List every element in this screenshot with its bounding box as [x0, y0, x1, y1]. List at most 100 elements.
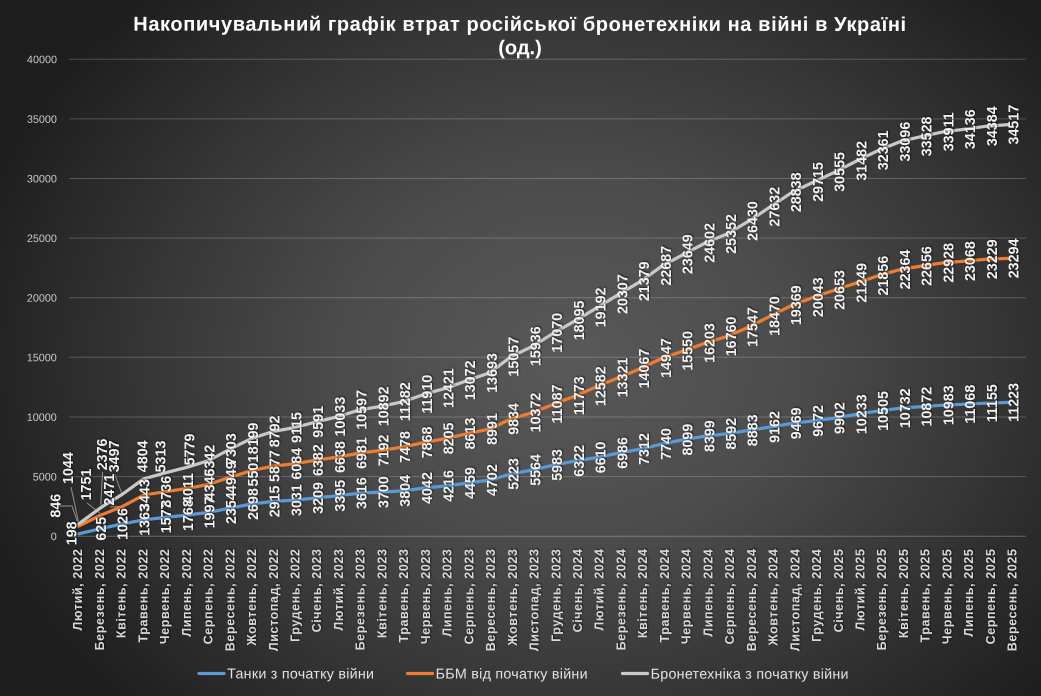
- svg-text:35000: 35000: [27, 114, 57, 126]
- svg-text:3031: 3031: [289, 484, 305, 516]
- svg-text:3700: 3700: [376, 476, 392, 508]
- svg-text:Червень, 2023: Червень, 2023: [419, 549, 433, 645]
- svg-text:30000: 30000: [27, 173, 57, 185]
- svg-text:6084: 6084: [289, 448, 305, 480]
- svg-text:9469: 9469: [789, 407, 805, 439]
- svg-text:20043: 20043: [811, 277, 827, 317]
- svg-text:3804: 3804: [398, 475, 414, 507]
- svg-text:Травень, 2025: Травень, 2025: [919, 549, 933, 643]
- svg-text:33528: 33528: [920, 116, 936, 156]
- svg-text:4011: 4011: [181, 473, 197, 504]
- svg-text:4804: 4804: [136, 440, 152, 472]
- svg-text:Липень, 2025: Липень, 2025: [962, 549, 976, 637]
- svg-text:Червень, 2022: Червень, 2022: [158, 549, 172, 645]
- svg-text:9902: 9902: [833, 402, 849, 434]
- svg-text:16203: 16203: [702, 323, 718, 363]
- svg-text:Серпень, 2025: Серпень, 2025: [984, 549, 998, 645]
- svg-text:3736: 3736: [159, 476, 175, 508]
- svg-text:33096: 33096: [898, 122, 914, 162]
- svg-text:18095: 18095: [572, 300, 588, 340]
- svg-text:Травень, 2022: Травень, 2022: [136, 549, 150, 643]
- svg-text:Жовтень, 2023: Жовтень, 2023: [506, 549, 520, 647]
- svg-text:846: 846: [48, 494, 64, 518]
- svg-text:13693: 13693: [485, 353, 501, 393]
- svg-text:Жовтень, 2024: Жовтень, 2024: [767, 549, 781, 647]
- svg-text:23068: 23068: [963, 241, 979, 281]
- svg-text:Вересень, 2023: Вересень, 2023: [484, 549, 498, 652]
- svg-text:18470: 18470: [768, 296, 784, 336]
- svg-text:19192: 19192: [594, 287, 610, 327]
- svg-text:6638: 6638: [333, 441, 349, 473]
- svg-text:8883: 8883: [746, 414, 762, 446]
- svg-text:6986: 6986: [615, 437, 631, 469]
- svg-text:Лютий, 2025: Лютий, 2025: [854, 549, 868, 631]
- svg-text:7303: 7303: [224, 433, 240, 465]
- svg-text:34136: 34136: [963, 109, 979, 149]
- svg-text:20000: 20000: [27, 293, 57, 305]
- svg-text:25000: 25000: [27, 233, 57, 245]
- svg-text:5564: 5564: [528, 454, 544, 486]
- svg-text:11773: 11773: [572, 376, 588, 415]
- svg-text:2698: 2698: [246, 488, 262, 520]
- svg-text:(од.): (од.): [498, 37, 542, 59]
- svg-text:Танки з початку війни: Танки з початку війни: [227, 666, 374, 682]
- svg-text:625: 625: [94, 517, 110, 541]
- svg-text:25352: 25352: [724, 214, 740, 254]
- svg-text:30555: 30555: [833, 152, 849, 192]
- svg-text:8991: 8991: [485, 413, 501, 445]
- svg-text:10983: 10983: [941, 385, 957, 425]
- svg-text:12421: 12421: [442, 368, 458, 408]
- svg-text:1577: 1577: [159, 501, 175, 533]
- svg-text:8613: 8613: [463, 418, 479, 450]
- svg-text:26430: 26430: [746, 201, 762, 241]
- svg-text:Грудень, 2022: Грудень, 2022: [289, 549, 303, 642]
- svg-text:21379: 21379: [637, 261, 653, 301]
- svg-text:10372: 10372: [528, 393, 544, 433]
- svg-text:Лютий, 2022: Лютий, 2022: [71, 549, 85, 631]
- svg-text:Червень, 2024: Червень, 2024: [680, 549, 694, 645]
- svg-text:15936: 15936: [528, 326, 544, 366]
- svg-text:10872: 10872: [920, 387, 936, 427]
- svg-text:11282: 11282: [398, 382, 414, 421]
- svg-text:14067: 14067: [637, 349, 653, 389]
- svg-text:10892: 10892: [376, 386, 392, 426]
- svg-text:0: 0: [51, 531, 57, 543]
- svg-text:5000: 5000: [33, 472, 57, 484]
- svg-text:17070: 17070: [550, 313, 566, 353]
- svg-text:9672: 9672: [811, 405, 827, 437]
- svg-text:Травень, 2024: Травень, 2024: [658, 549, 672, 643]
- svg-text:6382: 6382: [311, 444, 327, 476]
- svg-text:8199: 8199: [246, 422, 262, 454]
- svg-text:6322: 6322: [572, 445, 588, 477]
- svg-text:10033: 10033: [333, 397, 349, 437]
- svg-text:10233: 10233: [854, 394, 870, 434]
- svg-text:Вересень, 2024: Вересень, 2024: [745, 549, 759, 652]
- svg-text:1997: 1997: [203, 496, 219, 528]
- svg-text:Квітень, 2023: Квітень, 2023: [375, 549, 389, 639]
- svg-text:Лютий, 2024: Лютий, 2024: [593, 549, 607, 631]
- svg-text:17547: 17547: [746, 307, 762, 347]
- svg-text:9834: 9834: [507, 403, 523, 435]
- svg-text:10597: 10597: [355, 390, 371, 430]
- svg-text:Вересень, 2022: Вересень, 2022: [223, 549, 237, 652]
- svg-text:10732: 10732: [898, 388, 914, 428]
- svg-text:15057: 15057: [507, 337, 523, 377]
- svg-text:Листопад, 2022: Листопад, 2022: [267, 549, 281, 652]
- svg-text:4949: 4949: [224, 461, 240, 493]
- svg-text:Травень, 2023: Травень, 2023: [397, 549, 411, 643]
- svg-text:21249: 21249: [854, 263, 870, 303]
- svg-text:6610: 6610: [594, 441, 610, 473]
- svg-text:3616: 3616: [355, 477, 371, 509]
- svg-text:1044: 1044: [61, 452, 77, 484]
- svg-text:4216: 4216: [442, 470, 458, 502]
- svg-text:Квітень, 2022: Квітень, 2022: [115, 549, 129, 639]
- svg-text:7312: 7312: [637, 433, 653, 465]
- svg-text:4702: 4702: [485, 464, 501, 496]
- svg-text:5983: 5983: [550, 449, 566, 481]
- svg-text:27632: 27632: [768, 187, 784, 227]
- svg-text:8099: 8099: [681, 424, 697, 456]
- svg-text:20307: 20307: [615, 274, 631, 314]
- svg-text:8792: 8792: [268, 415, 284, 447]
- svg-text:33911: 33911: [941, 112, 957, 151]
- svg-text:7868: 7868: [420, 426, 436, 458]
